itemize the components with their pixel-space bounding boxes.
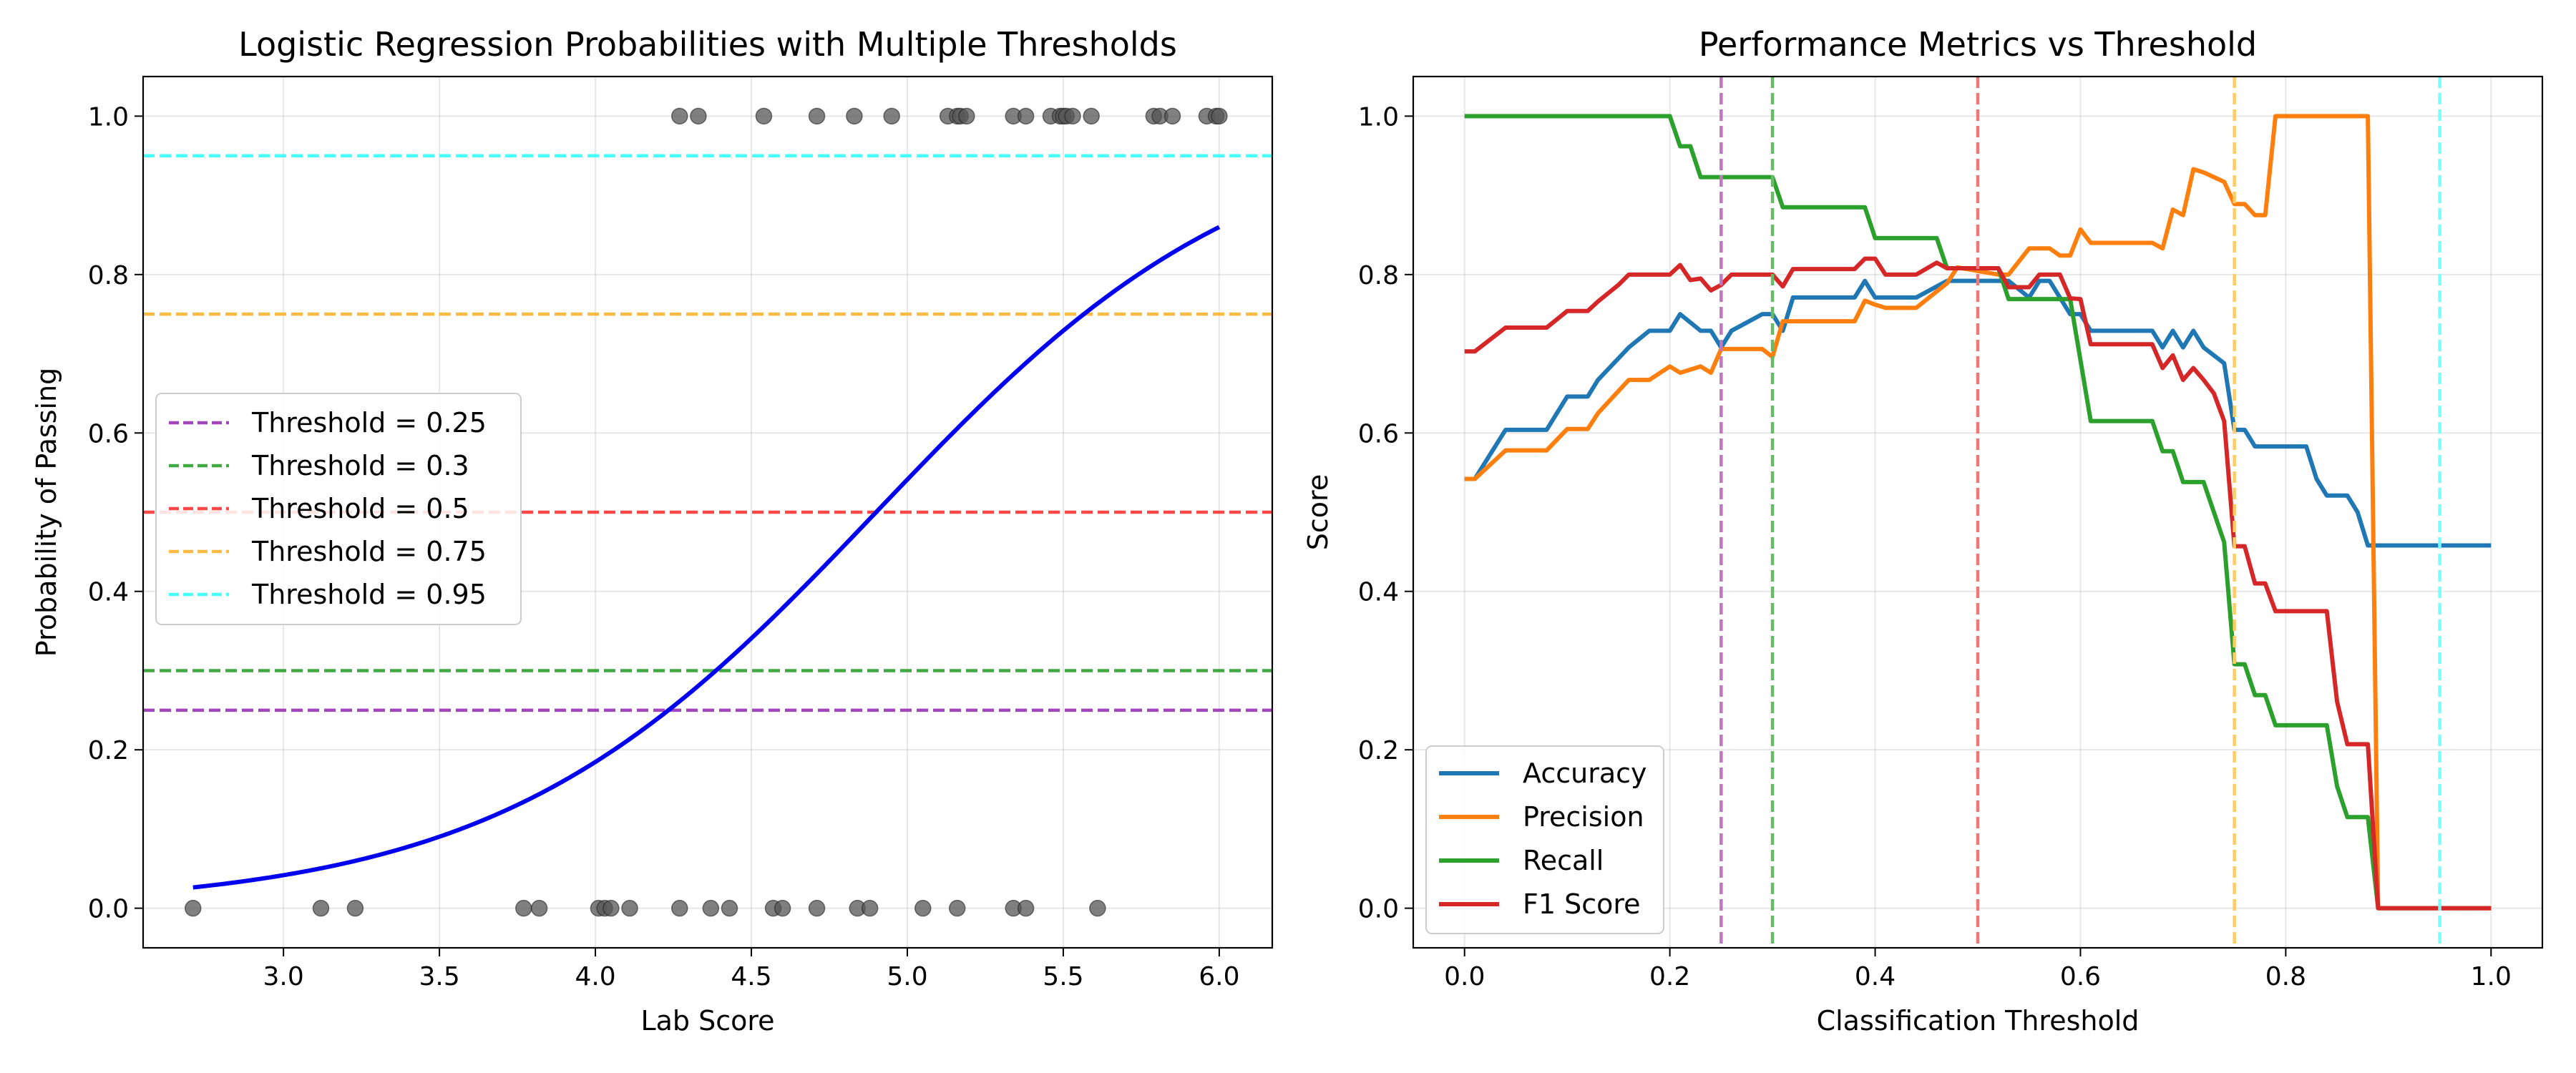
chart-title-right: Performance Metrics vs Threshold bbox=[1699, 25, 2257, 64]
data-point-fail bbox=[621, 899, 638, 917]
data-point-fail bbox=[346, 899, 364, 917]
chart-title-left: Logistic Regression Probabilities with M… bbox=[238, 25, 1177, 64]
series-line-precision bbox=[1464, 114, 2492, 911]
y-tick-label: 1.0 bbox=[1358, 102, 1399, 132]
x-tick-label: 4.5 bbox=[731, 962, 771, 991]
x-axis-label-right: Classification Threshold bbox=[1817, 1005, 2140, 1037]
x-tick-label: 3.5 bbox=[419, 962, 459, 991]
legend-label: Accuracy bbox=[1523, 758, 1647, 789]
data-point-pass bbox=[1211, 107, 1228, 125]
metric-lines bbox=[1464, 114, 2492, 911]
y-tick-label: 0.0 bbox=[88, 895, 129, 924]
x-tick-label: 0.4 bbox=[1855, 962, 1896, 991]
x-tick-label: 6.0 bbox=[1199, 962, 1239, 991]
legend-label: Precision bbox=[1523, 801, 1644, 833]
data-point-fail bbox=[774, 899, 791, 917]
legend-box-left bbox=[155, 393, 522, 625]
x-tick-label: 1.0 bbox=[2471, 962, 2512, 991]
y-tick-label: 0.6 bbox=[1358, 419, 1399, 449]
data-point-pass bbox=[1163, 107, 1181, 125]
data-point-fail bbox=[312, 899, 330, 917]
x-tick-label: 0.2 bbox=[1649, 962, 1690, 991]
axes-frame-left bbox=[142, 75, 1274, 949]
data-point-pass bbox=[1064, 107, 1081, 125]
data-point-fail bbox=[515, 899, 532, 917]
data-point-fail bbox=[948, 899, 966, 917]
data-point-fail bbox=[721, 899, 738, 917]
x-tick-label: 0.0 bbox=[1444, 962, 1485, 991]
y-tick-label: 0.4 bbox=[88, 578, 129, 607]
data-point-fail bbox=[1089, 899, 1106, 917]
data-point-pass bbox=[690, 107, 707, 125]
y-tick-label: 0.4 bbox=[1358, 578, 1399, 607]
y-axis-label-right: Score bbox=[1302, 474, 1334, 550]
legend-label: F1 Score bbox=[1523, 888, 1641, 920]
series-line-recall bbox=[1464, 114, 2492, 911]
data-point-fail bbox=[914, 899, 932, 917]
x-tick-label: 5.0 bbox=[887, 962, 927, 991]
x-tick-label: 4.0 bbox=[575, 962, 615, 991]
data-point-fail bbox=[671, 899, 688, 917]
data-point-pass bbox=[755, 107, 773, 125]
data-point-fail bbox=[702, 899, 720, 917]
y-tick-label: 0.8 bbox=[1358, 261, 1399, 290]
data-point-pass bbox=[883, 107, 900, 125]
axes-frame-right bbox=[1412, 75, 2544, 949]
y-ticks-left: 0.0 0.2 0.4 0.6 0.8 1.0 bbox=[88, 102, 143, 924]
data-point-fail bbox=[184, 899, 202, 917]
probability-curve-group bbox=[192, 225, 1221, 890]
legend-label: Threshold = 0.75 bbox=[251, 536, 487, 567]
x-ticks-right: 0.0 0.2 0.4 0.6 0.8 1.0 bbox=[1444, 948, 2512, 991]
legend-label: Threshold = 0.3 bbox=[251, 450, 469, 481]
y-tick-label: 0.0 bbox=[1358, 895, 1399, 924]
data-point-fail bbox=[530, 899, 548, 917]
legend-label: Threshold = 0.5 bbox=[251, 493, 469, 524]
probability-curve bbox=[192, 225, 1221, 890]
threshold-lines-right bbox=[1719, 77, 2441, 948]
y-tick-label: 0.2 bbox=[88, 736, 129, 765]
data-point-fail bbox=[1017, 899, 1035, 917]
series-line-f1-score bbox=[1464, 256, 2492, 911]
y-tick-label: 0.2 bbox=[1358, 736, 1399, 765]
data-point-pass bbox=[1017, 107, 1035, 125]
legend-left: Threshold = 0.25 Threshold = 0.3 Threshold… bbox=[155, 393, 522, 625]
data-point-pass bbox=[1083, 107, 1100, 125]
x-ticks-left: 3.0 3.5 4.0 4.5 5.0 5.5 6.0 bbox=[263, 948, 1240, 991]
x-axis-label-left: Lab Score bbox=[640, 1005, 774, 1037]
y-tick-label: 0.8 bbox=[88, 261, 129, 290]
data-points bbox=[184, 107, 1228, 917]
y-tick-label: 0.6 bbox=[88, 419, 129, 449]
data-point-pass bbox=[671, 107, 688, 125]
legend-label: Recall bbox=[1523, 845, 1604, 876]
legend-box-right bbox=[1425, 745, 1664, 934]
x-tick-label: 0.8 bbox=[2265, 962, 2306, 991]
data-point-fail bbox=[808, 899, 826, 917]
legend-right: Accuracy Precision Recall F1 Score bbox=[1425, 745, 1664, 934]
data-point-fail bbox=[861, 899, 879, 917]
metrics-panel: 0.0 0.2 0.4 0.6 0.8 1.0 0.0 0.2 0.4 0.6 0.8 1.0 Pe… bbox=[1302, 25, 2544, 1037]
legend-label: Threshold = 0.95 bbox=[251, 579, 487, 610]
y-tick-label: 1.0 bbox=[88, 102, 129, 132]
x-tick-label: 3.0 bbox=[263, 962, 304, 991]
y-ticks-right: 0.0 0.2 0.4 0.6 0.8 1.0 bbox=[1358, 102, 1413, 924]
x-tick-label: 5.5 bbox=[1043, 962, 1083, 991]
data-point-pass bbox=[808, 107, 826, 125]
data-point-pass bbox=[846, 107, 863, 125]
data-point-fail bbox=[602, 899, 620, 917]
x-tick-label: 0.6 bbox=[2060, 962, 2101, 991]
data-point-pass bbox=[958, 107, 975, 125]
logistic-regression-panel: 3.0 3.5 4.0 4.5 5.0 5.5 6.0 0.0 0.2 0.4 0.6 0.8 1.0… bbox=[31, 25, 1274, 1037]
series-line-accuracy bbox=[1464, 278, 2492, 548]
legend-label: Threshold = 0.25 bbox=[251, 407, 487, 438]
y-axis-label-left: Probability of Passing bbox=[31, 368, 62, 657]
